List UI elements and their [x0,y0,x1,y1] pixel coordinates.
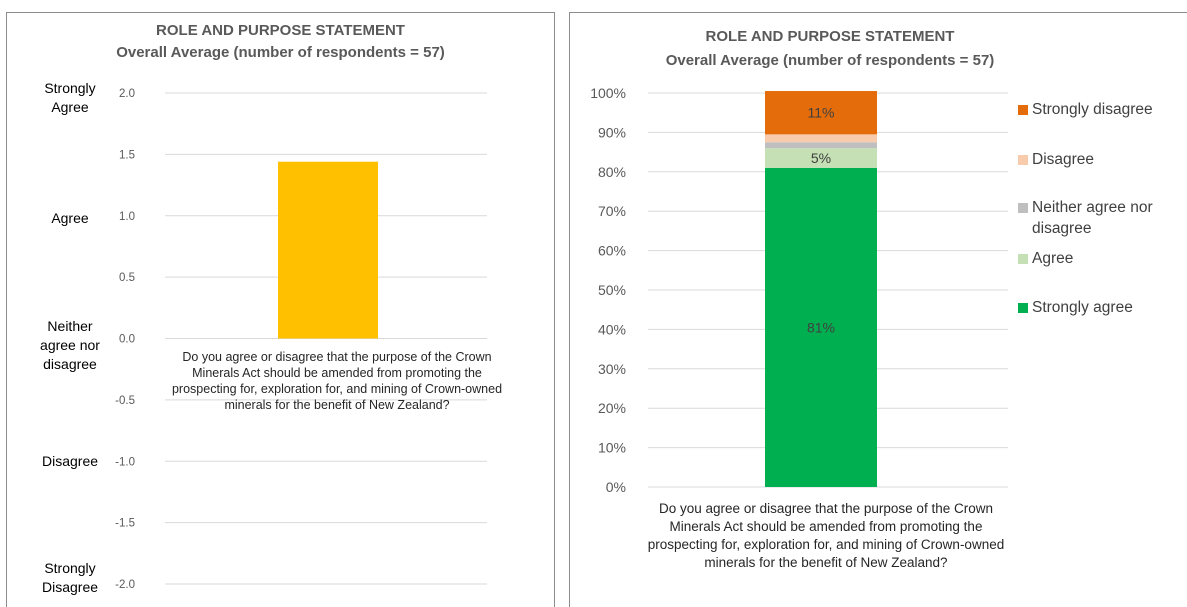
legend-swatch-strongly-disagree [1018,105,1028,115]
average-chart-panel: ROLE AND PURPOSE STATEMENT Overall Avera… [6,12,555,607]
chart-title: ROLE AND PURPOSE STATEMENT [156,22,405,39]
bar-segment-agree [765,148,877,168]
scale-label-strongly-disagree: Strongly Disagree [41,560,99,595]
bar-segment-strongly-agree [765,167,877,488]
distribution-chart-plot: 0% 10% 20% 30% 40% 50% 60% 70% 80% 90% 100% 81% 5% 11… [590,85,1008,495]
category-label: Do you agree or disagree that the purpos… [171,350,503,412]
y-tick-label: 90% [598,124,626,140]
bar [278,161,378,339]
legend-label-strongly-agree: Strongly agree [1032,299,1133,316]
scale-label-agree: Agree [51,210,89,226]
bar-segment-strongly-disagree [765,91,877,135]
y-tick-label: 30% [598,361,626,377]
legend-swatch-disagree [1018,155,1028,165]
chart-subtitle: Overall Average (number of respondents =… [665,52,995,69]
y-tick-label: 1.5 [119,149,135,161]
distribution-chart-panel: ROLE AND PURPOSE STATEMENT Overall Avera… [569,12,1187,607]
y-tick-label: 80% [598,164,626,180]
y-tick-label: -2.0 [115,579,135,591]
legend-swatch-agree [1018,254,1028,264]
category-label: Do you agree or disagree that the purpos… [647,501,1005,570]
y-tick-label: 0.0 [119,334,135,346]
bar-segment-disagree [765,134,877,143]
y-tick-label: 0.5 [119,272,135,284]
y-tick-label: 70% [598,203,626,219]
legend-label-strongly-disagree: Strongly disagree [1032,101,1153,118]
y-tick-label: 0% [606,479,626,495]
chart-title: ROLE AND PURPOSE STATEMENT [705,28,955,45]
legend-swatch-neither-agree-nor-disagree [1018,203,1028,213]
average-chart-plot: 2.0 1.5 1.0 0.5 0.0 -0.5 -1.0 -1.5 -2.0 [115,88,487,591]
y-tick-label: 10% [598,440,626,456]
y-tick-label: 1.0 [119,211,135,223]
y-tick-label: 50% [598,282,626,298]
y-tick-label: 40% [598,321,626,337]
y-tick-label: 20% [598,400,626,416]
y-tick-label: -0.5 [115,395,135,407]
data-label: 5% [811,150,831,166]
data-label: 81% [807,319,835,335]
y-tick-label: 2.0 [119,88,135,100]
legend-label-agree: Agree [1032,250,1074,267]
scale-label-disagree: Disagree [41,453,99,469]
y-tick-label: 100% [590,85,626,101]
chart-subtitle: Overall Average (number of respondents =… [116,44,445,61]
y-tick-label: -1.5 [115,518,135,530]
legend-label-disagree: Disagree [1032,151,1095,168]
legend-label-neither-agree-nor-disagree: Neither agree nor disagree [1032,199,1153,237]
bar-segment-neither-agree-nor-disagree [765,142,877,149]
y-tick-label: -1.0 [115,456,135,468]
legend-swatch-strongly-agree [1018,303,1028,313]
scale-label-strongly-agree: Strongly Agree [44,80,96,115]
scale-label-neutral: Neither agree nor disagree [40,318,100,372]
y-tick-label: 60% [598,243,626,259]
data-label: 11% [808,105,835,121]
